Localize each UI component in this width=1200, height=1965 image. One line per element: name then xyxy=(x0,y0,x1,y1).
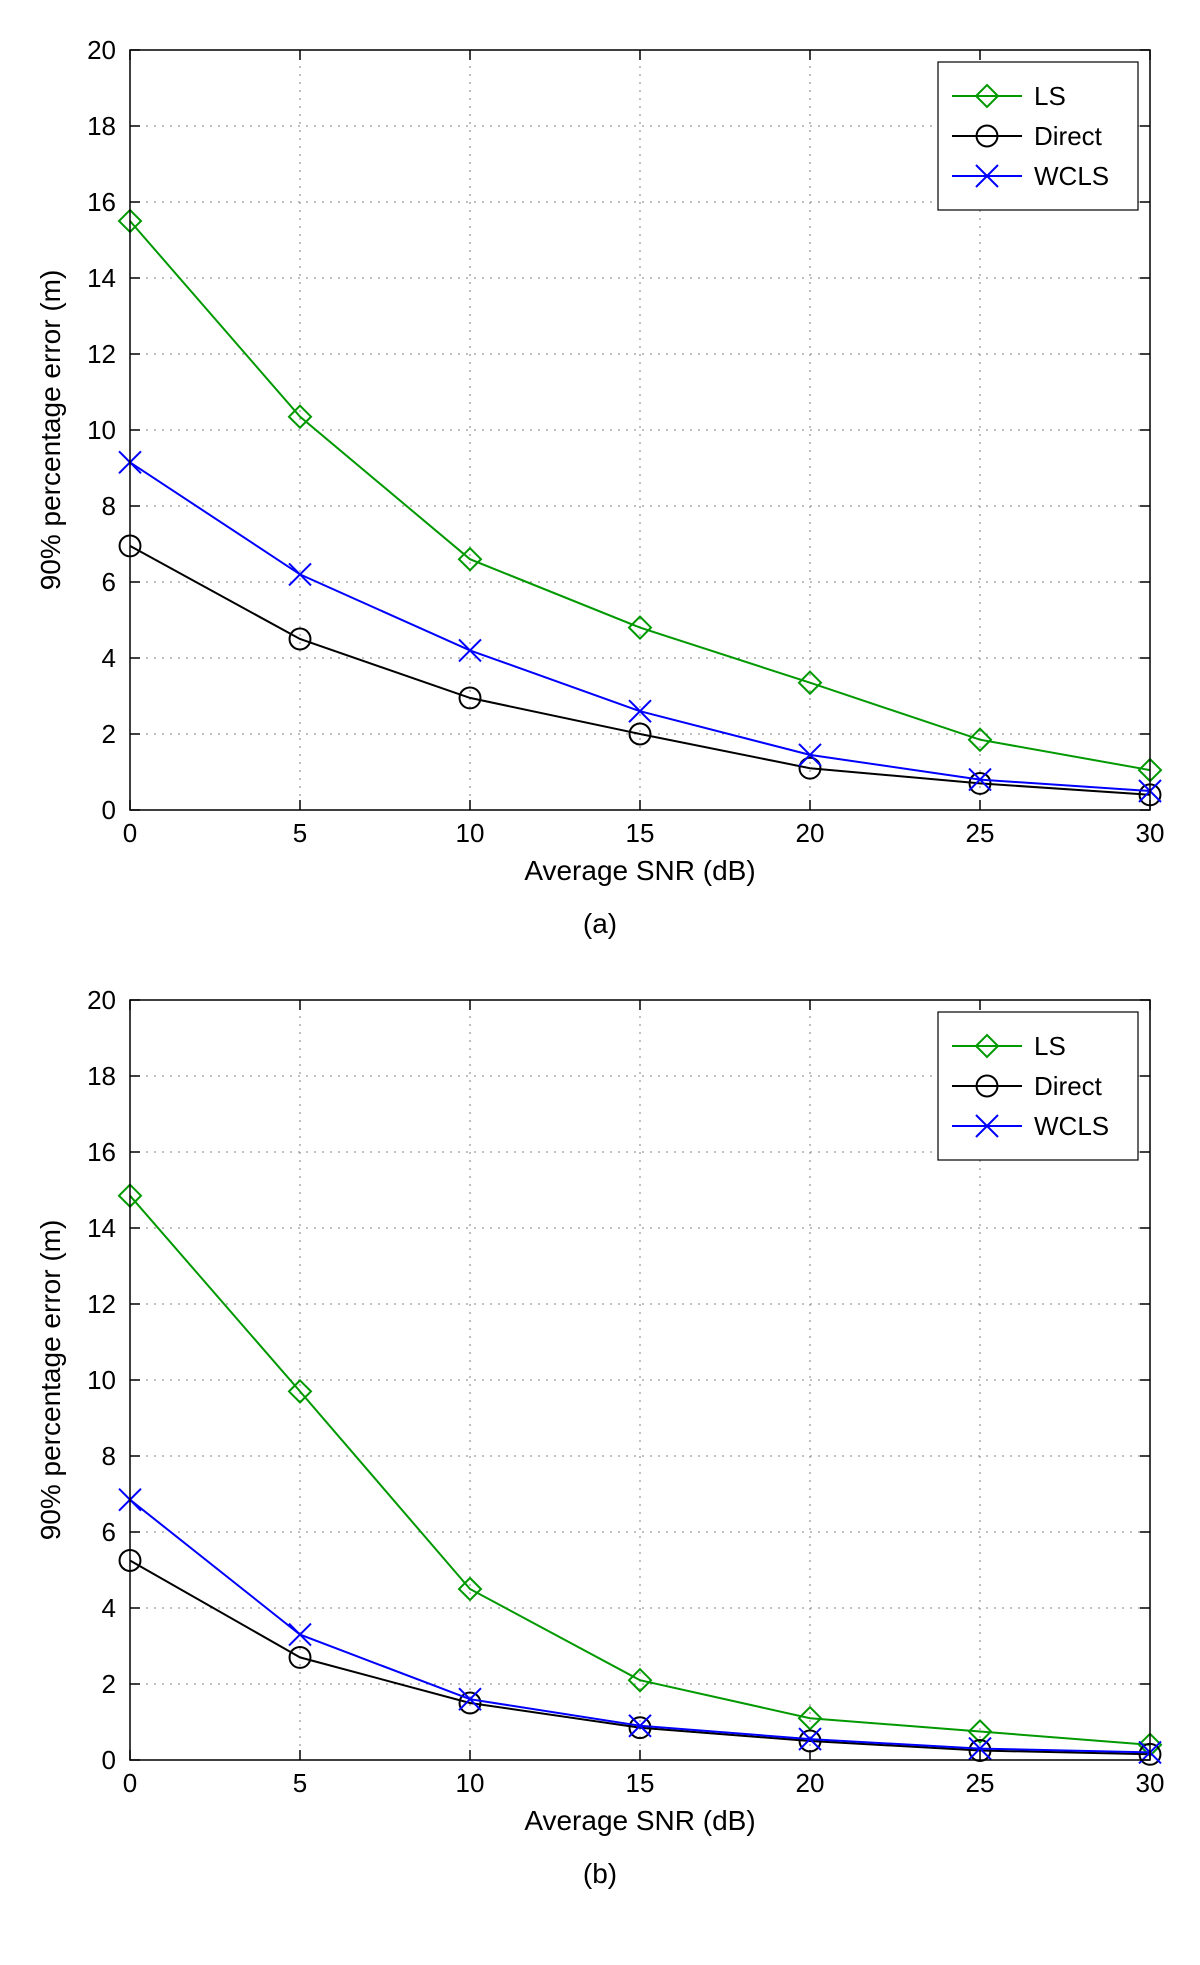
svg-text:15: 15 xyxy=(626,818,655,848)
svg-text:10: 10 xyxy=(456,1768,485,1798)
chart-a-wrapper: 0 5 10 15 20 25 30 0 2 4 6 8 10 12 14 16 18 20 Average SNR… xyxy=(20,20,1180,940)
svg-text:5: 5 xyxy=(293,1768,307,1798)
svg-text:18: 18 xyxy=(87,111,116,141)
svg-text:20: 20 xyxy=(87,35,116,65)
svg-text:14: 14 xyxy=(87,263,116,293)
svg-text:6: 6 xyxy=(102,567,116,597)
svg-text:5: 5 xyxy=(293,818,307,848)
svg-text:25: 25 xyxy=(966,1768,995,1798)
svg-text:Direct: Direct xyxy=(1034,1071,1103,1101)
svg-text:30: 30 xyxy=(1136,818,1165,848)
svg-text:4: 4 xyxy=(102,643,116,673)
chart-b: 0 5 10 15 20 25 30 0 2 4 6 8 10 12 14 16 18 20 Average SNR… xyxy=(20,970,1180,1850)
svg-text:30: 30 xyxy=(1136,1768,1165,1798)
svg-text:LS: LS xyxy=(1034,1031,1066,1061)
svg-text:12: 12 xyxy=(87,1289,116,1319)
svg-text:0: 0 xyxy=(102,795,116,825)
svg-text:20: 20 xyxy=(796,1768,825,1798)
figure-container: 05101520253002468101214161820Average SNR… xyxy=(20,20,1180,1890)
svg-text:0: 0 xyxy=(102,1745,116,1775)
svg-text:2: 2 xyxy=(102,719,116,749)
svg-text:18: 18 xyxy=(87,1061,116,1091)
svg-text:90% percentage error (m): 90% percentage error (m) xyxy=(35,1220,66,1541)
svg-text:Average SNR (dB): Average SNR (dB) xyxy=(524,855,755,886)
svg-text:20: 20 xyxy=(796,818,825,848)
svg-text:16: 16 xyxy=(87,187,116,217)
svg-text:2: 2 xyxy=(102,1669,116,1699)
svg-text:WCLS: WCLS xyxy=(1034,161,1109,191)
svg-text:15: 15 xyxy=(626,1768,655,1798)
svg-text:10: 10 xyxy=(87,1365,116,1395)
svg-text:25: 25 xyxy=(966,818,995,848)
svg-text:12: 12 xyxy=(87,339,116,369)
sublabel-a: (a) xyxy=(20,908,1180,940)
svg-text:10: 10 xyxy=(456,818,485,848)
chart-a: 0 5 10 15 20 25 30 0 2 4 6 8 10 12 14 16 18 20 Average SNR… xyxy=(20,20,1180,900)
svg-text:4: 4 xyxy=(102,1593,116,1623)
svg-text:LS: LS xyxy=(1034,81,1066,111)
svg-text:Direct: Direct xyxy=(1034,121,1103,151)
svg-text:14: 14 xyxy=(87,1213,116,1243)
svg-text:WCLS: WCLS xyxy=(1034,1111,1109,1141)
svg-text:0: 0 xyxy=(123,818,137,848)
svg-text:6: 6 xyxy=(102,1517,116,1547)
svg-text:16: 16 xyxy=(87,1137,116,1167)
svg-text:20: 20 xyxy=(87,985,116,1015)
svg-text:90% percentage error (m): 90% percentage error (m) xyxy=(35,270,66,591)
chart-b-wrapper: 0 5 10 15 20 25 30 0 2 4 6 8 10 12 14 16 18 20 Average SNR… xyxy=(20,970,1180,1890)
svg-text:8: 8 xyxy=(102,1441,116,1471)
sublabel-b: (b) xyxy=(20,1858,1180,1890)
svg-text:8: 8 xyxy=(102,491,116,521)
svg-text:10: 10 xyxy=(87,415,116,445)
svg-text:Average SNR (dB): Average SNR (dB) xyxy=(524,1805,755,1836)
svg-text:0: 0 xyxy=(123,1768,137,1798)
